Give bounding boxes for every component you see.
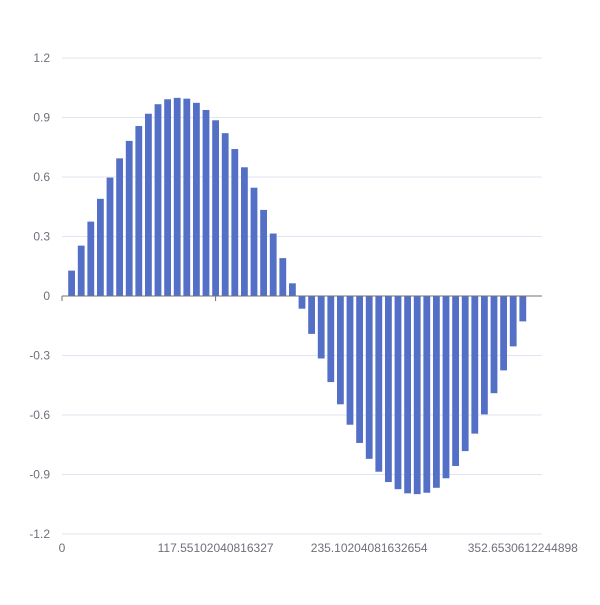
- bar: [365, 296, 373, 459]
- bar: [231, 149, 239, 296]
- y-tick-label: 1.2: [33, 51, 50, 65]
- bar: [509, 296, 517, 347]
- bar: [212, 120, 219, 296]
- x-tick-label: 117.55102040816327: [158, 541, 274, 555]
- bar: [68, 270, 76, 296]
- bar: [154, 104, 162, 296]
- bar: [452, 296, 459, 466]
- bar: [461, 296, 469, 452]
- y-tick-label: 0.6: [33, 170, 50, 184]
- y-axis-labels: 1.2 0.9 0.6 0.3 0 -0.3 -0.6 -0.9 -1.2: [29, 51, 50, 541]
- bar: [269, 233, 277, 296]
- bar: [116, 158, 124, 296]
- bar: [519, 296, 527, 322]
- bar: [327, 296, 335, 383]
- bar: [192, 102, 200, 296]
- bar: [164, 99, 171, 297]
- x-tick-label: 235.10204081632654: [311, 541, 428, 555]
- bar: [490, 296, 498, 394]
- x-axis-labels: 0 117.55102040816327 235.10204081632654 352…: [59, 541, 579, 555]
- bar: [125, 140, 133, 296]
- bar: [394, 296, 402, 490]
- bars: [68, 97, 527, 495]
- y-tick-label: 0.3: [33, 230, 50, 244]
- bar: [346, 296, 354, 425]
- y-tick-label: -1.2: [29, 527, 50, 541]
- bar: [471, 296, 479, 434]
- bar: [433, 296, 440, 488]
- bar: [385, 296, 392, 483]
- bar: [500, 296, 507, 371]
- bar: [442, 296, 450, 479]
- bar: [375, 296, 383, 472]
- y-tick-label: 0: [43, 289, 50, 303]
- y-tick-label: -0.6: [29, 408, 50, 422]
- bar: [298, 296, 306, 309]
- bar: [183, 98, 191, 297]
- bar: [173, 97, 181, 297]
- bar: [241, 167, 248, 296]
- bar: [413, 296, 421, 495]
- bar: [279, 258, 287, 296]
- axes: [61, 295, 542, 301]
- bar: [480, 296, 488, 415]
- bar: [289, 283, 296, 296]
- bar: [250, 187, 258, 296]
- bar: [336, 296, 344, 405]
- bar: [404, 296, 412, 494]
- bar: [144, 113, 152, 297]
- bar: [87, 221, 95, 296]
- bar: [308, 296, 315, 334]
- y-tick-label: -0.3: [29, 349, 50, 363]
- bar: [202, 109, 210, 296]
- bar: [97, 198, 104, 296]
- bar: [135, 126, 143, 296]
- x-tick-label: 352.6530612244898: [468, 541, 578, 555]
- bar: [260, 209, 268, 296]
- bar: [423, 296, 431, 493]
- y-tick-label: -0.9: [29, 468, 50, 482]
- bar: [317, 296, 325, 359]
- bar: [77, 245, 85, 296]
- x-tick-label: 0: [59, 541, 66, 555]
- bar: [356, 296, 363, 443]
- y-tick-label: 0.9: [33, 111, 50, 125]
- bar: [106, 177, 114, 296]
- bar: [221, 133, 229, 296]
